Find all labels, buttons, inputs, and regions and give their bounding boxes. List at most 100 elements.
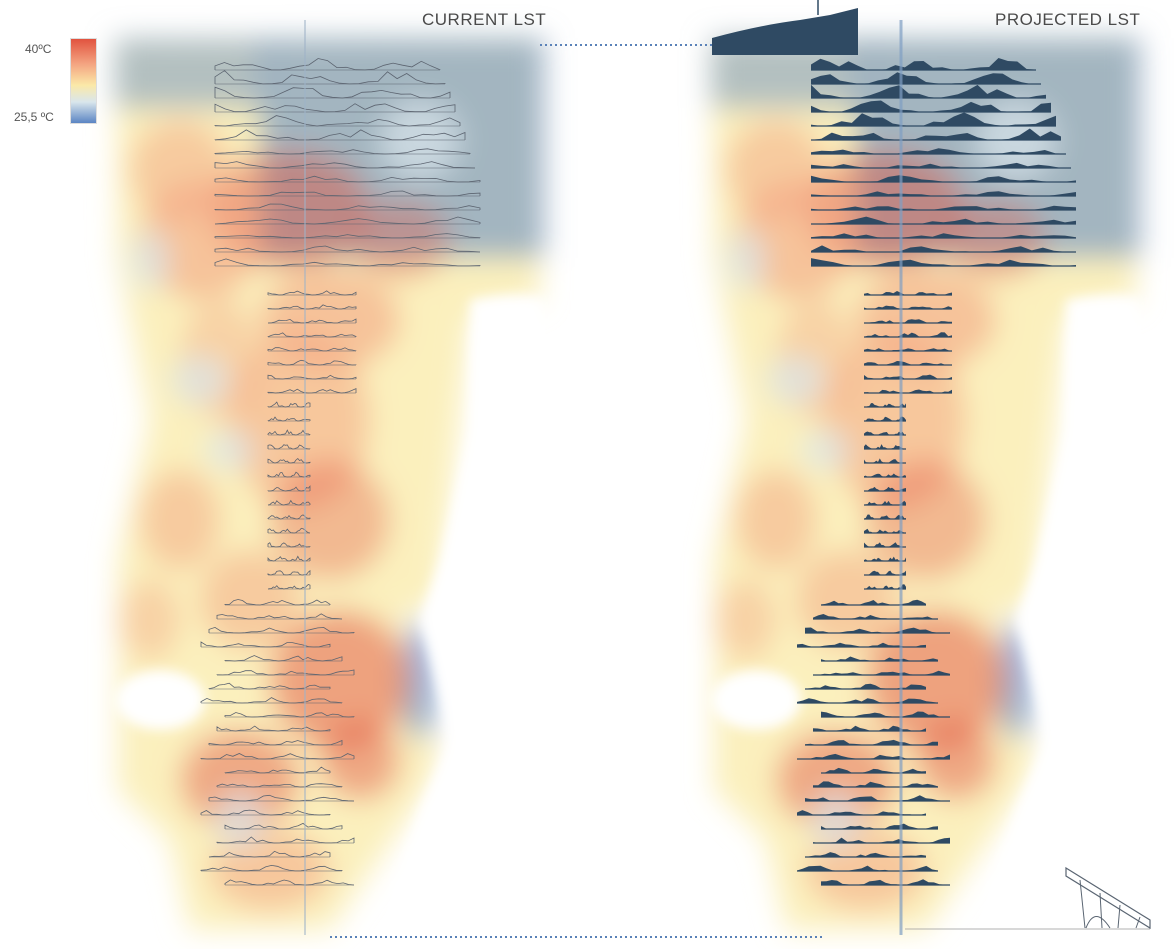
section-profile: [864, 500, 906, 505]
section-profile: [208, 794, 355, 802]
section-profile: [797, 753, 950, 759]
section-profile: [216, 725, 331, 732]
warm-zone: [866, 460, 986, 580]
section-profile: [200, 864, 343, 872]
section-profile: [811, 233, 1076, 238]
section-profile: [200, 697, 343, 704]
section-profile: [224, 879, 355, 886]
warm-zone: [796, 550, 896, 650]
section-profile: [267, 569, 311, 576]
section-profile: [821, 656, 938, 661]
section-profile: [214, 245, 481, 253]
warm-zone: [200, 550, 300, 650]
section-profile: [811, 84, 1046, 98]
warm-zone: [716, 580, 776, 660]
section-profile: [864, 332, 952, 337]
section-profile: [811, 100, 1051, 112]
section-profile: [200, 809, 331, 816]
section-profile: [864, 416, 906, 421]
section-profile: [813, 614, 938, 619]
section-profile: [864, 319, 952, 323]
section-profile: [864, 584, 906, 589]
section-profile: [864, 542, 906, 547]
section-profile: [864, 473, 906, 477]
section-profile: [811, 162, 1071, 168]
section-profile: [821, 823, 938, 829]
section-profile: [813, 725, 926, 731]
map-base: [115, 38, 545, 930]
section-profile: [811, 148, 1066, 154]
section-profile: [267, 359, 357, 366]
current-lst-heatmap: [115, 38, 545, 930]
section-profile: [811, 58, 1036, 70]
section-profile: [797, 865, 938, 871]
section-profile: [864, 305, 952, 309]
section-profile: [214, 148, 471, 155]
cool-zone: [215, 790, 265, 850]
section-profile: [214, 115, 461, 127]
connector-lines: [330, 44, 1150, 938]
section-profile: [811, 216, 1076, 224]
section-profile: [821, 599, 926, 605]
section-profile: [797, 810, 926, 815]
section-profile: [214, 161, 476, 169]
section-profile: [805, 683, 926, 689]
cool-zone: [726, 230, 766, 290]
section-profile: [214, 216, 481, 225]
section-profile: [805, 852, 926, 857]
legend-max-label: 40ºC: [25, 42, 52, 56]
projected-lst-title: PROJECTED LST: [995, 10, 1141, 29]
cool-zone: [811, 790, 861, 850]
cool-zone: [205, 430, 255, 470]
section-profile: [797, 642, 926, 647]
section-profile: [267, 444, 311, 450]
section-profile: [864, 570, 906, 575]
section-profile: [864, 514, 906, 519]
section-profile: [267, 318, 357, 324]
warm-zone: [130, 120, 230, 220]
section-profile: [267, 542, 311, 548]
canopy-supports: [1079, 879, 1141, 929]
legend-min-label: 25,5 ºC: [14, 110, 54, 124]
cool-zone: [170, 355, 230, 405]
section-profile: [214, 258, 481, 267]
warm-zone: [776, 730, 896, 830]
section-profile: [864, 528, 906, 533]
warm-zone: [350, 200, 450, 280]
projected-section-stack: [712, 0, 1076, 935]
current-section-stack: [200, 20, 481, 935]
section-profile: [864, 486, 906, 491]
section-profile: [224, 766, 331, 774]
section-profile: [821, 879, 950, 885]
warm-zone: [270, 460, 390, 580]
warm-zone: [736, 470, 816, 570]
section-profile: [864, 291, 952, 295]
section-profile: [224, 655, 343, 662]
section-profile: [208, 682, 331, 690]
section-profile: [216, 669, 355, 676]
section-profile: [813, 781, 938, 787]
map-void: [115, 295, 545, 930]
section-profile: [216, 613, 343, 620]
canopy-arch: [1085, 916, 1111, 929]
void-east: [380, 295, 545, 930]
shade-structure-sketch: [1065, 866, 1151, 930]
warm-zone: [916, 720, 996, 800]
section-profile: [224, 599, 331, 606]
section-profile: [805, 739, 938, 745]
section-profile: [200, 753, 355, 760]
void-west: [711, 670, 801, 730]
skyline-block: [712, 8, 858, 55]
section-profile: [267, 401, 311, 408]
section-profile: [224, 712, 355, 718]
section-profile: [811, 191, 1076, 196]
section-profile: [805, 627, 950, 633]
section-profile: [214, 203, 481, 211]
section-profile: [864, 361, 952, 365]
section-profile: [214, 70, 446, 85]
warm-zone: [140, 470, 220, 570]
temperature-legend-bar: [70, 38, 97, 124]
section-profile: [214, 233, 481, 239]
section-profile: [797, 698, 938, 703]
